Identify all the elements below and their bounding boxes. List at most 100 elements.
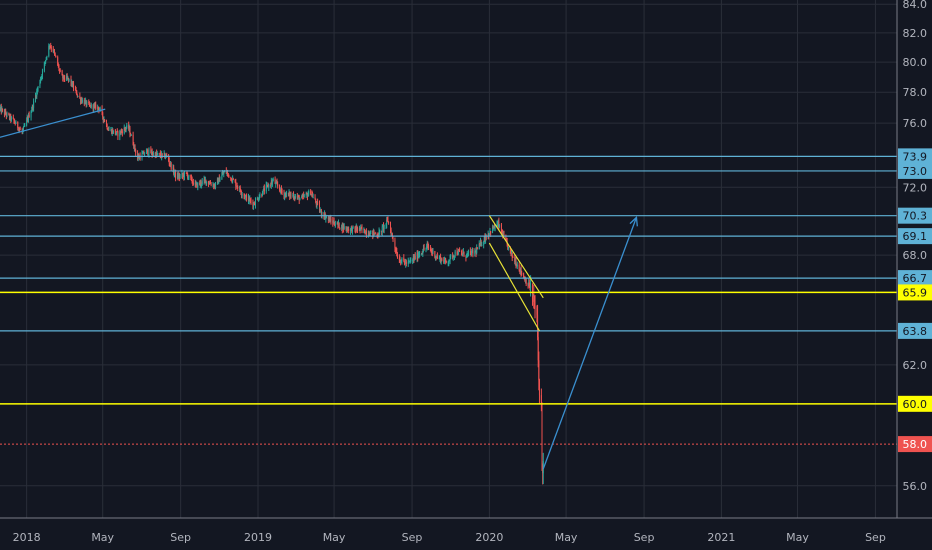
- candle-body: [312, 194, 314, 198]
- candle-body: [329, 217, 331, 223]
- time-tick-label[interactable]: May: [323, 531, 346, 544]
- candle-body: [170, 162, 172, 169]
- price-tick-label: 76.0: [903, 117, 928, 130]
- candle-body: [519, 270, 521, 272]
- candle-body: [370, 230, 372, 233]
- candle-body: [383, 224, 385, 230]
- candle-body: [459, 251, 461, 253]
- candle-body: [379, 230, 381, 232]
- candle-body: [1, 109, 3, 112]
- drawing-tools[interactable]: [0, 108, 638, 470]
- candle-body: [130, 134, 132, 136]
- candle-body: [453, 255, 455, 257]
- candle-body: [306, 193, 308, 195]
- level-price-badge: [898, 284, 932, 301]
- candle-body: [289, 192, 291, 197]
- time-tick-label[interactable]: 2018: [13, 531, 41, 544]
- horizontal-levels[interactable]: [0, 155, 897, 445]
- candle-body: [314, 196, 316, 200]
- level-price-label: 73.0: [903, 165, 928, 178]
- candle-body: [230, 177, 232, 179]
- candle-body: [435, 256, 437, 258]
- candle-body: [332, 220, 334, 224]
- projection-arrow-line[interactable]: [542, 217, 638, 470]
- candle-body: [392, 236, 394, 241]
- time-tick-label[interactable]: Sep: [865, 531, 886, 544]
- candle-body: [54, 53, 56, 56]
- candle-body: [170, 162, 172, 165]
- time-tick-label[interactable]: Sep: [402, 531, 423, 544]
- candle-body: [352, 226, 354, 228]
- candle-body: [401, 257, 403, 262]
- candle-body: [105, 121, 107, 125]
- candle-body: [422, 248, 424, 252]
- candle-body: [329, 218, 331, 223]
- candle-body: [112, 130, 114, 134]
- candle-body: [173, 173, 175, 175]
- time-tick-label[interactable]: 2019: [244, 531, 272, 544]
- level-price-badge: [898, 228, 932, 245]
- candle-body: [111, 130, 113, 134]
- candle-body: [54, 50, 56, 54]
- channel-lower-line[interactable]: [488, 242, 540, 332]
- candle-body: [178, 175, 180, 178]
- candle-body: [201, 184, 203, 186]
- candle-body: [471, 249, 473, 251]
- candle-body: [267, 185, 269, 188]
- projection-arrow-head[interactable]: [629, 215, 638, 227]
- candle-body: [532, 294, 534, 296]
- candle-body: [267, 185, 269, 187]
- candle-body: [206, 181, 208, 184]
- candle-body: [263, 188, 265, 190]
- candle-body: [5, 111, 7, 115]
- candle-body: [284, 194, 286, 197]
- candle-body: [28, 114, 30, 121]
- candle-body: [147, 149, 149, 155]
- candle-body: [76, 94, 78, 96]
- channel-upper-line[interactable]: [488, 215, 544, 299]
- candle-body: [53, 50, 55, 52]
- trendline[interactable]: [0, 108, 106, 138]
- candle-body: [540, 395, 542, 405]
- candle-body: [5, 114, 7, 116]
- candle-body: [85, 100, 87, 105]
- candle-body: [245, 195, 247, 197]
- candle-body: [341, 225, 343, 230]
- time-tick-label[interactable]: 2020: [475, 531, 503, 544]
- candle-body: [210, 183, 212, 186]
- candle-body: [449, 255, 451, 260]
- candle-body: [253, 203, 255, 205]
- candle-body: [121, 130, 123, 132]
- candle-body: [17, 121, 19, 128]
- candle-body: [236, 186, 238, 188]
- time-tick-label[interactable]: Sep: [634, 531, 655, 544]
- candle-body: [215, 182, 217, 187]
- candle-body: [422, 251, 424, 254]
- time-tick-label[interactable]: May: [555, 531, 578, 544]
- time-axis[interactable]: 2018 May Sep 2019 May Sep 2020 May Sep 2021 May Sep: [13, 531, 886, 544]
- candle-body: [249, 199, 251, 201]
- time-tick-label[interactable]: Sep: [170, 531, 191, 544]
- candle-body: [15, 121, 17, 124]
- candle-body: [204, 179, 206, 181]
- candle-body: [476, 248, 478, 250]
- time-tick-label[interactable]: 2021: [707, 531, 735, 544]
- candle-body: [311, 194, 313, 196]
- candle-body: [500, 224, 502, 232]
- candle-body: [45, 57, 47, 60]
- candle-body: [99, 108, 101, 110]
- candle-body: [88, 103, 90, 106]
- level-price-label: 63.8: [903, 325, 928, 338]
- time-tick-label[interactable]: May: [91, 531, 114, 544]
- candle-body: [221, 175, 223, 180]
- time-tick-label[interactable]: May: [786, 531, 809, 544]
- candle-body: [10, 117, 12, 120]
- candle-body: [288, 192, 290, 195]
- candle-body: [445, 260, 447, 263]
- candle-body: [533, 294, 535, 302]
- candle-body: [302, 195, 304, 197]
- candle-body: [36, 89, 38, 92]
- candle-body: [107, 130, 109, 132]
- candle-body: [123, 127, 125, 134]
